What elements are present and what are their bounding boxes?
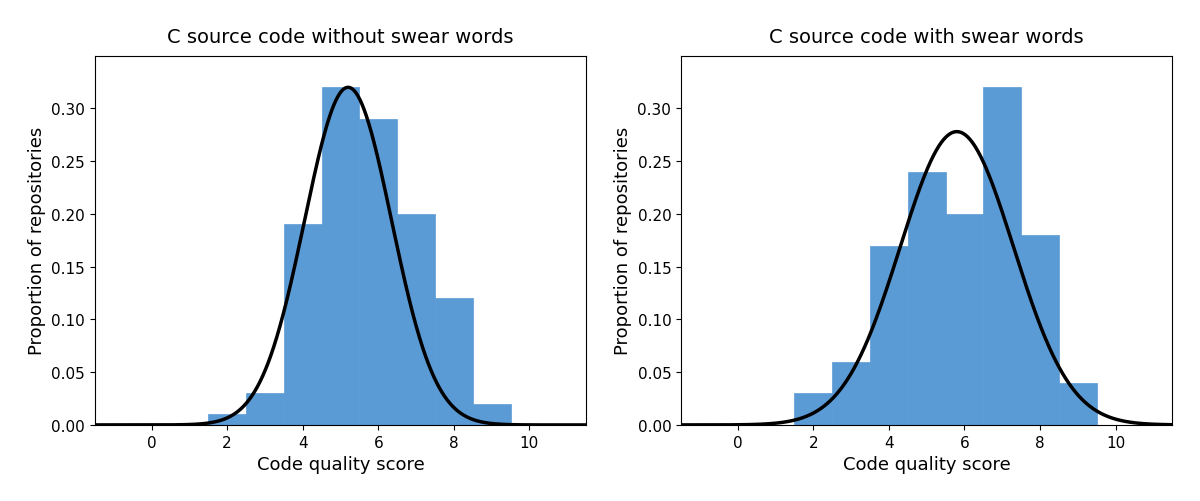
Bar: [360, 120, 397, 425]
Bar: [832, 362, 870, 425]
Bar: [434, 299, 473, 425]
Bar: [1021, 235, 1058, 425]
Bar: [209, 414, 246, 425]
Y-axis label: Proportion of repositories: Proportion of repositories: [28, 127, 46, 355]
Bar: [1058, 383, 1097, 425]
Bar: [907, 172, 946, 425]
Bar: [284, 225, 322, 425]
Title: C source code with swear words: C source code with swear words: [769, 28, 1084, 47]
Title: C source code without swear words: C source code without swear words: [167, 28, 514, 47]
Bar: [397, 214, 434, 425]
Bar: [246, 393, 284, 425]
X-axis label: Code quality score: Code quality score: [257, 455, 425, 473]
Bar: [322, 88, 360, 425]
Bar: [946, 214, 983, 425]
Y-axis label: Proportion of repositories: Proportion of repositories: [614, 127, 632, 355]
Bar: [473, 404, 510, 425]
Bar: [870, 246, 907, 425]
Bar: [794, 393, 832, 425]
Bar: [983, 88, 1021, 425]
X-axis label: Code quality score: Code quality score: [842, 455, 1010, 473]
